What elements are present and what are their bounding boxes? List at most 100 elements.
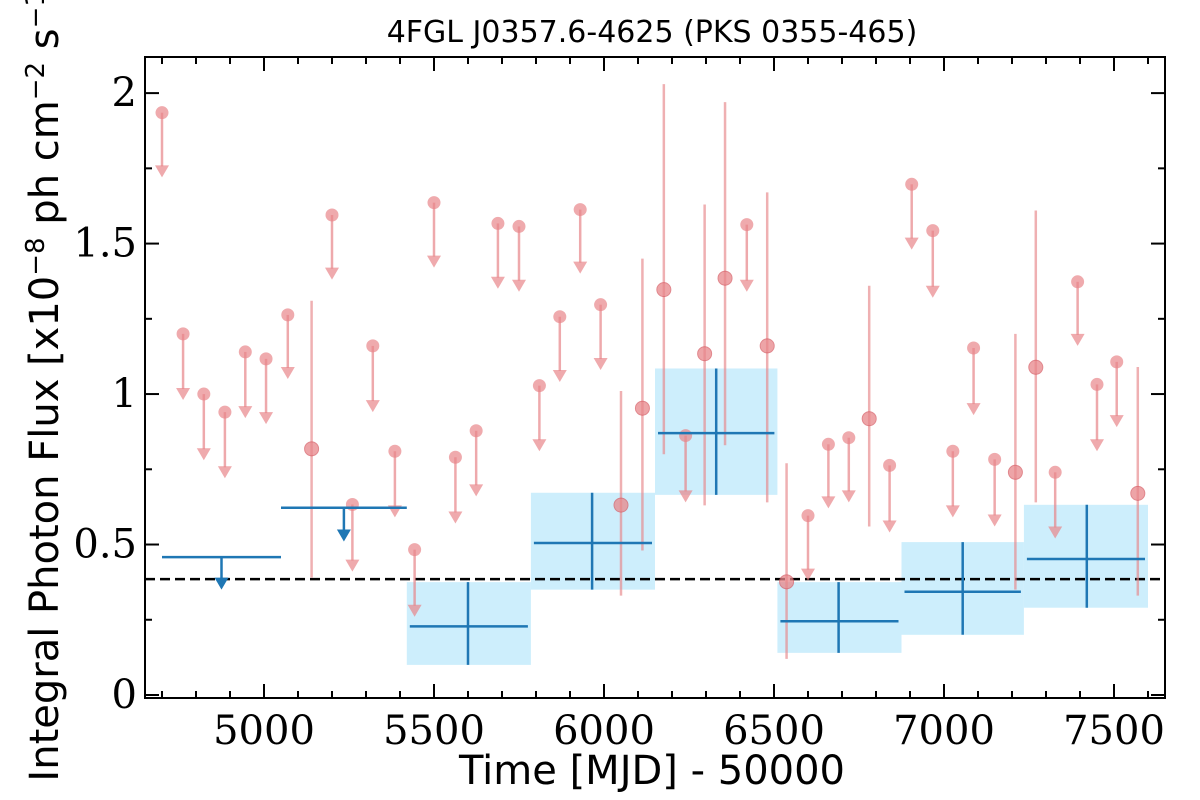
upper-limit-arrow <box>238 406 253 419</box>
upper-limit-point <box>491 216 505 230</box>
upper-limit-arrow <box>196 448 211 461</box>
upper-limit-arrow <box>280 366 295 379</box>
upper-limit-arrow <box>512 279 526 292</box>
upper-limit-arrow <box>1090 439 1104 452</box>
upper-limit-point <box>740 218 754 232</box>
upper-limit-arrow <box>925 285 940 298</box>
upper-limit-arrow <box>593 357 608 370</box>
upper-limit-arrow <box>739 279 754 292</box>
upper-limit-point <box>427 196 441 210</box>
upper-limit-point <box>1048 465 1062 479</box>
upper-limit-point <box>801 509 815 523</box>
upper-limit-arrow <box>573 261 588 274</box>
long-upper-limit-arrow <box>336 529 351 542</box>
detection-point <box>1007 464 1023 480</box>
y-label-mid: ph cm <box>22 100 68 237</box>
upper-limit-point <box>821 437 835 451</box>
long-bin-series <box>162 368 1145 665</box>
upper-limit-point <box>553 310 567 324</box>
upper-limit-point <box>176 327 190 341</box>
y-tick-label: 0 <box>112 672 137 718</box>
upper-limit-arrow <box>532 439 547 452</box>
upper-limit-point <box>155 106 169 120</box>
detection-point <box>613 497 629 513</box>
upper-limit-point <box>946 444 960 458</box>
y-tick-label: 0.5 <box>73 522 137 568</box>
upper-limit-arrow <box>490 276 505 289</box>
upper-limit-arrow <box>945 505 960 518</box>
upper-limit-point <box>1090 377 1104 391</box>
detection-point <box>861 411 877 427</box>
y-label-exp3: −1 <box>21 0 51 28</box>
detection-point <box>697 346 713 362</box>
x-axis-label: Time [MJD] - 50000 <box>458 748 845 794</box>
upper-limit-arrow <box>552 370 567 383</box>
upper-limit-point <box>842 431 856 445</box>
plot-area <box>144 56 1166 699</box>
upper-limit-arrow <box>345 559 360 572</box>
x-tick-label: 6000 <box>553 708 655 754</box>
detection-point <box>759 338 775 354</box>
upper-limit-arrow <box>407 604 422 617</box>
detection-point <box>779 574 795 590</box>
upper-limit-point <box>1071 275 1085 289</box>
long-upper-limit-arrow <box>214 577 229 590</box>
upper-limit-point <box>388 444 402 458</box>
upper-limit-point <box>679 429 693 443</box>
upper-limit-arrow <box>217 466 232 479</box>
upper-limit-point <box>926 224 940 238</box>
upper-limit-arrow <box>365 400 380 413</box>
upper-limit-point <box>988 452 1002 466</box>
upper-limit-point <box>905 177 919 191</box>
y-axis-label: Integral Photon Flux [x10−8 ph cm−2 s−1] <box>21 0 68 782</box>
detection-point <box>1130 485 1146 501</box>
upper-limit-point <box>259 352 273 366</box>
y-tick-label: 1.5 <box>73 221 137 267</box>
upper-limit-point <box>238 345 252 359</box>
plot-frame <box>144 56 1166 699</box>
chart-title: 4FGL J0357.6-4625 (PKS 0355-465) <box>387 15 918 50</box>
upper-limit-arrow <box>1070 333 1085 346</box>
y-label-exp2: −2 <box>21 62 51 100</box>
x-tick-label: 7500 <box>1063 708 1165 754</box>
upper-limit-point <box>408 543 422 557</box>
upper-limit-arrow <box>259 412 274 425</box>
upper-limit-point <box>281 308 295 322</box>
x-tick-label: 5500 <box>383 708 485 754</box>
x-tick-label: 7000 <box>893 708 995 754</box>
upper-limit-point <box>366 339 380 353</box>
upper-limit-arrow <box>1048 526 1063 539</box>
detection-point <box>1028 359 1044 375</box>
upper-limit-point <box>1110 355 1124 369</box>
upper-limit-point <box>197 387 211 401</box>
detection-point <box>717 270 733 286</box>
upper-limit-point <box>325 208 339 222</box>
upper-limit-arrow <box>678 490 693 503</box>
upper-limit-arrow <box>427 255 441 268</box>
upper-limit-point <box>532 379 546 393</box>
short-bin-series <box>155 84 1146 659</box>
upper-limit-arrow <box>155 165 169 178</box>
upper-limit-point <box>594 298 608 312</box>
upper-limit-point <box>448 450 462 464</box>
upper-limit-arrow <box>904 237 919 250</box>
axis-ticks <box>145 57 1165 698</box>
detection-point <box>656 282 672 298</box>
x-tick-label: 6500 <box>723 708 825 754</box>
y-tick-label: 2 <box>112 70 137 116</box>
upper-limit-arrow <box>882 520 897 533</box>
upper-limit-arrow <box>987 514 1002 527</box>
x-tick-label: 5000 <box>213 708 315 754</box>
y-label-exp1: −8 <box>21 237 51 275</box>
upper-limit-arrow <box>176 388 191 401</box>
upper-limit-arrow <box>325 267 339 280</box>
upper-limit-arrow <box>801 568 815 581</box>
upper-limit-point <box>512 219 526 233</box>
detection-point <box>304 441 320 457</box>
upper-limit-point <box>469 424 483 438</box>
upper-limit-point <box>883 458 897 472</box>
y-tick-label: 1 <box>112 371 137 417</box>
upper-limit-arrow <box>1109 415 1124 428</box>
upper-limit-point <box>218 405 232 419</box>
